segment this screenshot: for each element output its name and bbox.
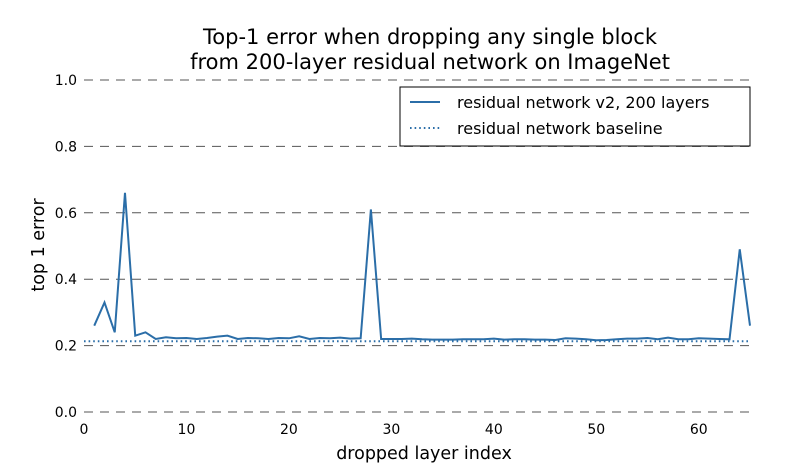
y-axis-label: top 1 error — [29, 198, 49, 292]
x-tick-label: 50 — [587, 422, 605, 438]
legend-label-resnet-v2: residual network v2, 200 layers — [457, 93, 709, 112]
x-tick-label: 10 — [178, 422, 196, 438]
y-tick-label: 1.0 — [55, 73, 77, 89]
legend-label-baseline: residual network baseline — [457, 119, 663, 138]
plot-area — [84, 192, 751, 343]
y-tick-label: 0.2 — [55, 339, 77, 355]
y-tick-label: 0.6 — [55, 206, 77, 222]
legend: residual network v2, 200 layers residual… — [399, 86, 751, 147]
chart-title-line-1: Top-1 error when dropping any single blo… — [202, 25, 658, 49]
legend-frame — [399, 86, 751, 147]
x-tick-label: 40 — [485, 422, 503, 438]
y-tick-label: 0.8 — [55, 139, 77, 155]
x-tick-label: 0 — [80, 422, 89, 438]
x-axis-label: dropped layer index — [336, 444, 512, 464]
x-axis: 0 10 20 30 40 50 60 — [80, 422, 708, 438]
y-tick-label: 0.4 — [55, 272, 77, 288]
x-tick-label: 20 — [280, 422, 298, 438]
chart-title-line-2: from 200-layer residual network on Image… — [190, 50, 670, 74]
resnet-v2-series-line — [93, 192, 751, 342]
x-tick-label: 30 — [382, 422, 400, 438]
y-tick-label: 0.0 — [55, 405, 77, 421]
x-tick-label: 60 — [690, 422, 708, 438]
y-axis: 0.0 0.2 0.4 0.6 0.8 1.0 — [55, 73, 77, 421]
